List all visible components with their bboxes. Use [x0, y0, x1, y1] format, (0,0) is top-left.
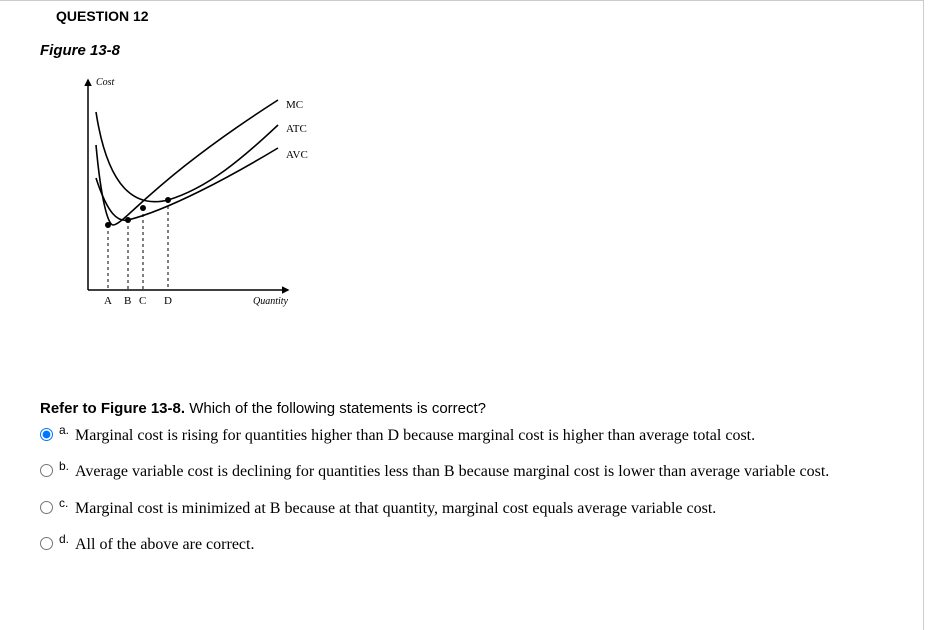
- svg-text:ATC: ATC: [286, 123, 307, 135]
- figure-diagram: Cost Quantity MC ATC AVC ABC D: [68, 70, 328, 310]
- radio-b[interactable]: [40, 464, 53, 477]
- radio-a[interactable]: [40, 428, 53, 441]
- option-text-b: Average variable cost is declining for q…: [75, 461, 829, 483]
- option-letter-c: c.: [59, 496, 75, 510]
- radio-c[interactable]: [40, 501, 53, 514]
- prompt-rest: Which of the following statements is cor…: [185, 400, 486, 417]
- svg-text:C: C: [139, 295, 146, 307]
- option-c[interactable]: c. Marginal cost is minimized at B becau…: [40, 498, 910, 520]
- svg-text:A: A: [104, 295, 112, 307]
- radio-d[interactable]: [40, 537, 53, 550]
- svg-text:MC: MC: [286, 99, 303, 111]
- option-letter-d: d.: [59, 532, 75, 546]
- svg-text:Cost: Cost: [96, 77, 115, 88]
- prompt-bold: Refer to Figure 13-8.: [40, 400, 185, 417]
- svg-text:D: D: [164, 295, 172, 307]
- option-text-a: Marginal cost is rising for quantities h…: [75, 425, 755, 447]
- question-prompt: Refer to Figure 13-8. Which of the follo…: [40, 400, 900, 417]
- svg-text:Quantity: Quantity: [253, 296, 289, 307]
- option-text-d: All of the above are correct.: [75, 534, 254, 556]
- svg-text:B: B: [124, 295, 131, 307]
- figure-title: Figure 13-8: [40, 42, 120, 59]
- svg-text:AVC: AVC: [286, 149, 308, 161]
- option-a[interactable]: a. Marginal cost is rising for quantitie…: [40, 425, 910, 447]
- option-b[interactable]: b. Average variable cost is declining fo…: [40, 461, 910, 483]
- options-list: a. Marginal cost is rising for quantitie…: [40, 425, 910, 571]
- option-d[interactable]: d. All of the above are correct.: [40, 534, 910, 556]
- option-letter-a: a.: [59, 423, 75, 437]
- option-letter-b: b.: [59, 459, 75, 473]
- question-header: QUESTION 12: [56, 8, 149, 24]
- option-text-c: Marginal cost is minimized at B because …: [75, 498, 716, 520]
